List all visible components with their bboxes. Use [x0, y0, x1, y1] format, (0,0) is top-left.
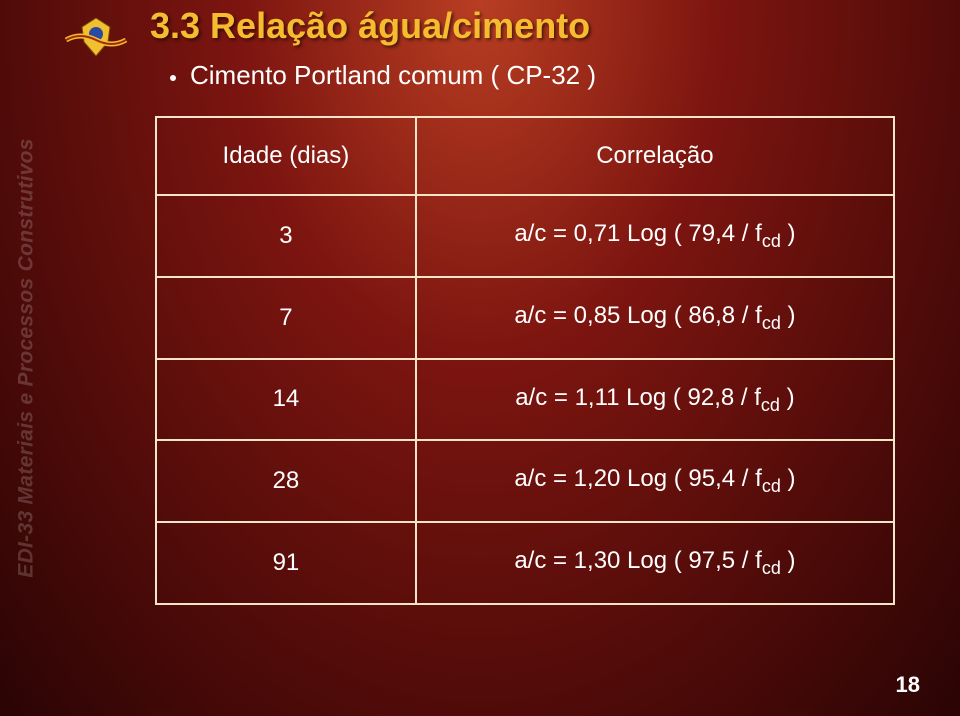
table-row: 28 a/c = 1,20 Log ( 95,4 / fcd ) [156, 440, 894, 522]
th-age: Idade (dias) [156, 117, 416, 195]
emblem-icon [60, 12, 132, 62]
td-age: 28 [156, 440, 416, 522]
sidebar-text: EDI-33 Materiais e Processos Construtivo… [15, 138, 39, 577]
slide-title: 3.3 Relação água/cimento [150, 5, 590, 47]
td-corr: a/c = 0,71 Log ( 79,4 / fcd ) [416, 195, 894, 277]
td-corr: a/c = 1,20 Log ( 95,4 / fcd ) [416, 440, 894, 522]
table-row: 91 a/c = 1,30 Log ( 97,5 / fcd ) [156, 522, 894, 604]
table-row: 3 a/c = 0,71 Log ( 79,4 / fcd ) [156, 195, 894, 277]
table-row: 14 a/c = 1,11 Log ( 92,8 / fcd ) [156, 359, 894, 441]
page-number: 18 [896, 672, 920, 698]
sidebar-watermark: EDI-33 Materiais e Processos Construtivo… [0, 0, 54, 716]
td-age: 14 [156, 359, 416, 441]
td-corr: a/c = 1,30 Log ( 97,5 / fcd ) [416, 522, 894, 604]
td-age: 3 [156, 195, 416, 277]
bullet-item: Cimento Portland comum ( CP-32 ) [170, 60, 596, 91]
table-row: 7 a/c = 0,85 Log ( 86,8 / fcd ) [156, 277, 894, 359]
td-corr: a/c = 1,11 Log ( 92,8 / fcd ) [416, 359, 894, 441]
table-header-row: Idade (dias) Correlação [156, 117, 894, 195]
td-corr: a/c = 0,85 Log ( 86,8 / fcd ) [416, 277, 894, 359]
bullet-dot-icon [170, 75, 176, 81]
correlation-table: Idade (dias) Correlação 3 a/c = 0,71 Log… [155, 116, 895, 605]
td-age: 91 [156, 522, 416, 604]
th-corr: Correlação [416, 117, 894, 195]
td-age: 7 [156, 277, 416, 359]
bullet-text: Cimento Portland comum ( CP-32 ) [190, 60, 596, 91]
